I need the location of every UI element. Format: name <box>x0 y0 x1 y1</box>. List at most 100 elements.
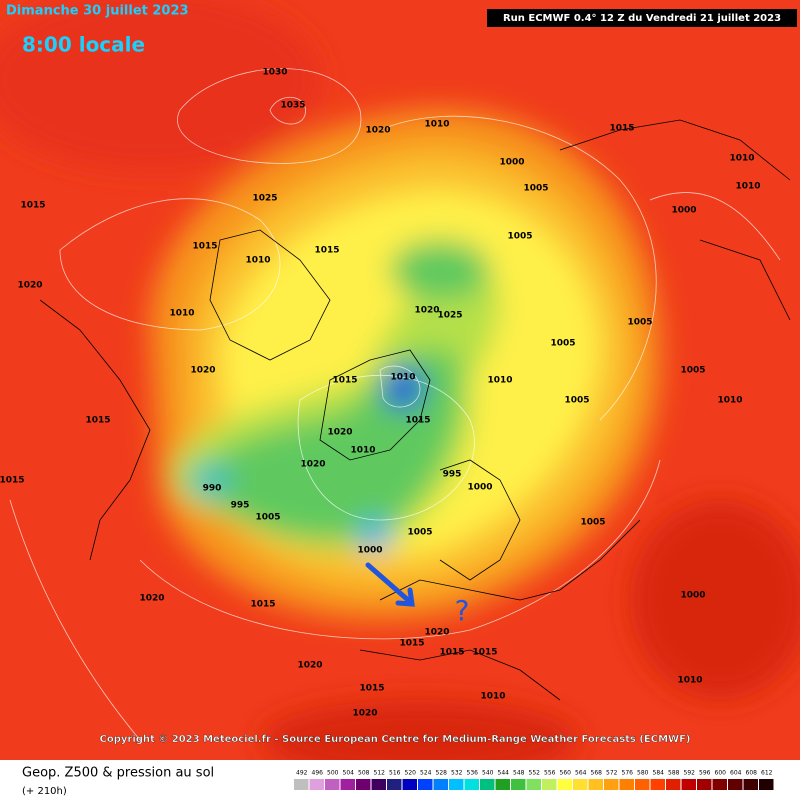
isobar-label: 1010 <box>729 154 754 164</box>
isobar-label: 1015 <box>439 648 464 658</box>
colorbar-label: 524 <box>420 770 432 777</box>
isobar-label: 1005 <box>580 518 605 528</box>
colorbar-swatch <box>650 779 665 790</box>
colorbar-label: 564 <box>575 770 587 777</box>
isobar-label: 1015 <box>609 124 634 134</box>
colorbar-swatch <box>464 779 479 790</box>
colorbar-swatch <box>557 779 572 790</box>
isobar-label: 1010 <box>677 676 702 686</box>
coastlines <box>39 119 791 701</box>
isobar-label: 1005 <box>564 396 589 406</box>
colorbar-label: 568 <box>591 770 603 777</box>
isobar-label: 1020 <box>352 709 377 719</box>
isobar-label: 1025 <box>437 311 462 321</box>
isobar-label: 1015 <box>20 201 45 211</box>
copyright: Copyright © 2023 Meteociel.fr - Source E… <box>100 734 691 745</box>
colorbar-swatch <box>294 779 309 790</box>
isobar-label: 1010 <box>480 692 505 702</box>
colorbar-swatch <box>495 779 510 790</box>
isobar-label: 1010 <box>487 376 512 386</box>
colorbar-label: 508 <box>358 770 370 777</box>
colorbar-label: 588 <box>668 770 680 777</box>
isobar-label: 1015 <box>399 639 424 649</box>
isobar-label: 1010 <box>717 396 742 406</box>
isobar-label: 1010 <box>245 256 270 266</box>
run-info: Run ECMWF 0.4° 12 Z du Vendredi 21 juill… <box>503 13 781 24</box>
colorbar-label: 608 <box>746 770 758 777</box>
colorbar-label: 556 <box>544 770 556 777</box>
run-box <box>487 9 797 27</box>
isobar-label: 1015 <box>472 648 497 658</box>
colorbar-swatch <box>712 779 727 790</box>
title: Dimanche 30 juillet 2023 <box>6 4 189 19</box>
isobar-label: 1010 <box>350 446 375 456</box>
footer-title: Geop. Z500 & pression au sol <box>22 766 214 781</box>
colorbar-label: 504 <box>343 770 355 777</box>
isobar-label: 1005 <box>550 339 575 349</box>
colorbar-swatch <box>449 779 464 790</box>
isobar-label: 1020 <box>190 366 215 376</box>
isobar-label: 1015 <box>359 684 384 694</box>
colorbar-swatch <box>309 779 324 790</box>
colorbar-swatch <box>340 779 355 790</box>
isobar-label: 1015 <box>192 242 217 252</box>
colorbar-swatch <box>511 779 526 790</box>
isobar-label: 1005 <box>627 318 652 328</box>
colorbar-label: 548 <box>513 770 525 777</box>
colorbar-label: 552 <box>529 770 541 777</box>
colorbar-swatch <box>697 779 712 790</box>
colorbar-swatch <box>387 779 402 790</box>
colorbar-swatch <box>325 779 340 790</box>
isobar-label: 1005 <box>680 366 705 376</box>
isobar-label: 1020 <box>139 594 164 604</box>
isobar-label: 1020 <box>414 306 439 316</box>
isobar-label: 1000 <box>671 206 696 216</box>
colorbar-label: 572 <box>606 770 618 777</box>
colorbar-swatch <box>619 779 634 790</box>
isobar-label: 1000 <box>680 591 705 601</box>
colorbar-label: 560 <box>560 770 572 777</box>
colorbar-swatch <box>588 779 603 790</box>
isobar-label: 1020 <box>365 126 390 136</box>
isobar-label: 995 <box>443 470 462 480</box>
isobar-label: 1025 <box>252 194 277 204</box>
colorbar-label: 520 <box>405 770 417 777</box>
isobar-label: 1010 <box>735 182 760 192</box>
colorbar-label: 604 <box>730 770 742 777</box>
colorbar-swatch <box>542 779 557 790</box>
isobar-label: 1010 <box>390 373 415 383</box>
colorbar-label: 580 <box>637 770 649 777</box>
isobar-label: 1005 <box>507 232 532 242</box>
colorbar-label: 612 <box>761 770 773 777</box>
isobar-label: 1020 <box>297 661 322 671</box>
colorbar-label: 600 <box>715 770 727 777</box>
isobar-label: 1020 <box>300 460 325 470</box>
isobar-label: 1020 <box>424 628 449 638</box>
isobar-label: 1005 <box>407 528 432 538</box>
isobar-label: 1030 <box>262 68 287 78</box>
colorbar-swatch <box>728 779 743 790</box>
isobar-label: 1020 <box>327 428 352 438</box>
isobar-label: 1005 <box>523 184 548 194</box>
isobar-label: 1015 <box>85 416 110 426</box>
colorbar-swatch <box>635 779 650 790</box>
isobar-label: 1035 <box>280 101 305 111</box>
colorbar-swatch <box>604 779 619 790</box>
isobar-label: 1000 <box>499 158 524 168</box>
colorbar-label: 540 <box>482 770 494 777</box>
colorbar-label: 576 <box>622 770 634 777</box>
isobar-label: 1010 <box>169 309 194 319</box>
colorbar-swatch <box>743 779 758 790</box>
isobar-label: 1015 <box>314 246 339 256</box>
isobars <box>9 68 781 741</box>
colorbar-label: 584 <box>653 770 665 777</box>
isobar-label: 1000 <box>357 546 382 556</box>
footer-subtitle: (+ 210h) <box>22 786 67 797</box>
annotation-arrow: ? <box>365 562 469 627</box>
colorbar-swatch <box>573 779 588 790</box>
isobar-label: 1005 <box>255 513 280 523</box>
colorbar-swatch <box>371 779 386 790</box>
colorbar-label: 596 <box>699 770 711 777</box>
colorbar-swatch <box>480 779 495 790</box>
